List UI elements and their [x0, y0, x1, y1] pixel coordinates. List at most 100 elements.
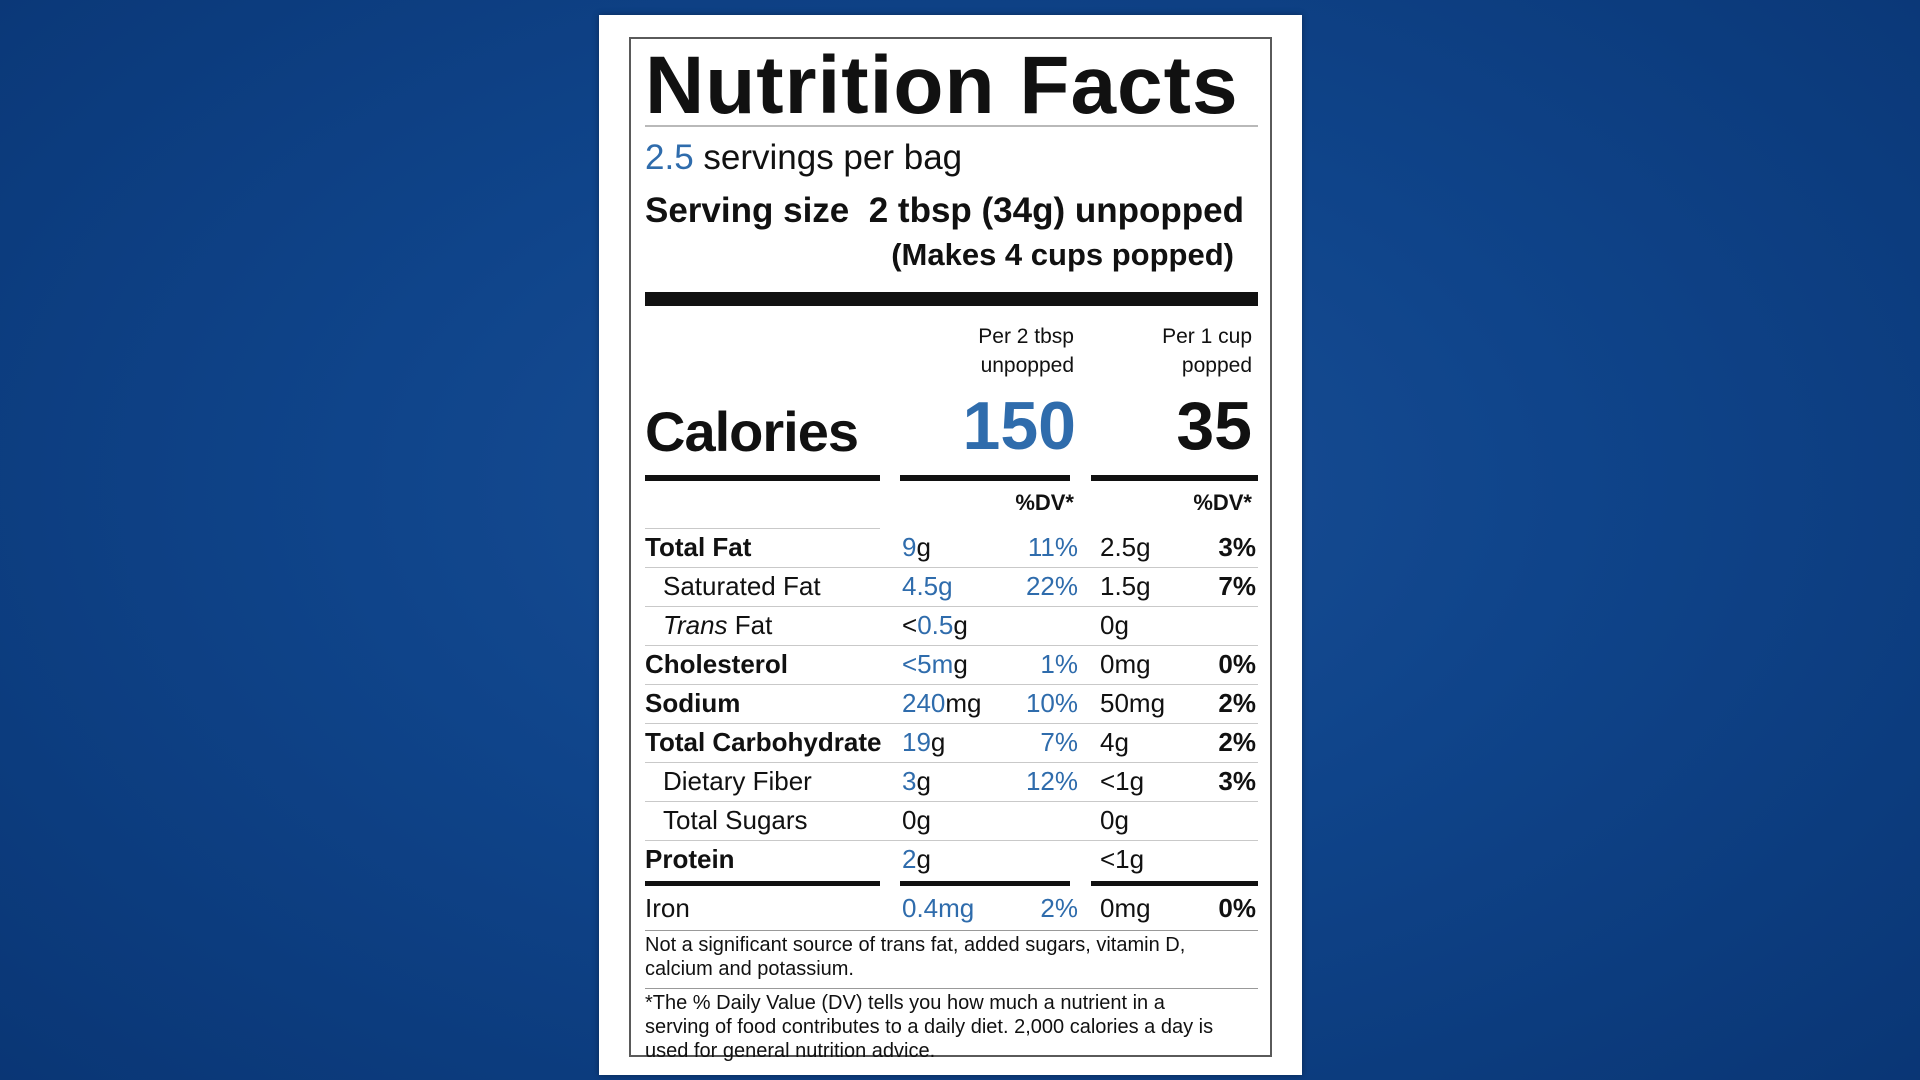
not-significant-note: Not a significant source of trans fat, a… [645, 934, 1186, 980]
amount-unit: 0g [902, 805, 931, 835]
footnote-divider [645, 930, 1258, 931]
table-row: Total Carbohydrate 19g 7% 4g 2% [631, 723, 1274, 762]
dv-heading-unpopped: %DV* [1015, 490, 1074, 515]
iron-amount-popped: 0mg [1100, 893, 1151, 923]
amount-unit: g [916, 532, 931, 562]
table-row: Cholesterol <5mg 1% 0mg 0% [631, 645, 1274, 684]
row-divider [645, 684, 1258, 685]
amount-popped: 0g [1100, 805, 1129, 835]
serving-size-label: Serving size [645, 191, 850, 230]
iron-row: Iron 0.4mg 2% 0mg 0% [631, 889, 1274, 928]
row-divider [645, 645, 1258, 646]
dv-unpopped: 1% [1040, 649, 1078, 679]
serving-size: Serving size 2 tbsp (34g) unpopped [645, 191, 1244, 231]
amount-popped: 4g [1100, 727, 1129, 757]
row-divider [645, 801, 1258, 802]
dv-popped: 2% [1218, 727, 1256, 757]
amount-number: 19 [902, 727, 931, 757]
amount-unpopped: 19g [902, 723, 945, 762]
dv-unpopped: 11% [1027, 532, 1078, 562]
row-divider [645, 840, 1258, 841]
nutrient-name: Trans Fat [663, 606, 772, 645]
title-divider [645, 125, 1258, 127]
dv-popped: 3% [1218, 766, 1256, 796]
label-title: Nutrition Facts [645, 40, 1239, 131]
dv-unpopped: 7% [1040, 727, 1078, 757]
iron-dv-popped: 0% [1218, 893, 1256, 923]
servings-count: 2.5 [645, 138, 694, 177]
dv-popped: 2% [1218, 688, 1256, 718]
row-divider [645, 723, 1258, 724]
column-heading-unpopped-line2: unpopped [980, 354, 1074, 377]
table-row: Total Fat 9g 11% 2.5g 3% [631, 528, 1274, 567]
makes-popped-note: (Makes 4 cups popped) [891, 237, 1234, 272]
column-heading-popped-line2: popped [1181, 354, 1252, 377]
trans-italic: Trans [663, 610, 728, 640]
amount-unit: g [953, 649, 968, 679]
amount-unpopped: <0.5g [902, 606, 968, 645]
iron-dv-unpopped: 2% [1040, 893, 1078, 923]
amount-unpopped: 240mg [902, 684, 982, 723]
amount-unpopped: 3g [902, 762, 931, 801]
dv-popped: 7% [1218, 571, 1256, 601]
calories-label: Calories [645, 400, 859, 463]
amount-number: 2 [902, 844, 917, 874]
iron-amount-unpopped: 0.4mg [902, 893, 975, 923]
nutrient-name: Total Fat [645, 532, 752, 562]
table-row: Protein 2g <1g [631, 840, 1274, 879]
servings-text: servings per bag [693, 138, 963, 177]
nutrient-name: Protein [645, 844, 735, 874]
dv-unpopped: 12% [1025, 766, 1078, 796]
nutrient-name: Saturated Fat [663, 571, 821, 601]
amount-unpopped: <5mg [902, 645, 968, 684]
row-divider [645, 606, 1258, 607]
dv-unpopped: 10% [1025, 688, 1078, 718]
amount-unpopped: 9g [902, 528, 931, 567]
iron-rule-unpopped [900, 881, 1070, 886]
amount-unit: mg [945, 688, 982, 718]
amount-number: <5m [902, 649, 954, 679]
thick-divider [645, 292, 1258, 306]
row-divider [645, 762, 1258, 763]
daily-value-note: *The % Daily Value (DV) tells you how mu… [645, 992, 1214, 1062]
nutrient-name: Total Carbohydrate [645, 727, 882, 757]
nutrient-name: Cholesterol [645, 649, 789, 679]
amount-number: 0.5 [917, 610, 954, 640]
column-heading-unpopped: Per 2 tbsp unpopped [914, 322, 1074, 380]
calories-rule-popped [1091, 475, 1258, 481]
calories-unpopped-value: 150 [962, 388, 1076, 464]
nutrient-name-iron: Iron [645, 893, 690, 923]
amount-unit: g [916, 844, 931, 874]
amount-popped: <1g [1100, 766, 1145, 796]
column-heading-popped-line1: Per 1 cup [1162, 325, 1252, 348]
amount-popped: 50mg [1100, 688, 1166, 718]
table-row: Dietary Fiber 3g 12% <1g 3% [631, 762, 1274, 801]
amount-unit: g [930, 727, 946, 757]
amount-unit: g [953, 610, 968, 640]
amount-popped: 2.5g [1100, 532, 1151, 562]
amount-number: 3 [902, 766, 917, 796]
nutrition-label-card: Nutrition Facts 2.5 servings per bag Ser… [599, 15, 1302, 1075]
dv-popped: 0% [1218, 649, 1256, 679]
amount-unit: g [916, 766, 931, 796]
servings-per-container: 2.5 servings per bag [645, 138, 963, 178]
nutrient-name: Total Sugars [663, 805, 808, 835]
serving-size-value: 2 tbsp (34g) unpopped [868, 191, 1244, 230]
row-divider [645, 528, 880, 529]
amount-unpopped: 4.5g [902, 567, 953, 606]
column-heading-popped: Per 1 cup popped [1092, 322, 1252, 380]
row-divider [645, 567, 1258, 568]
table-row: Trans Fat <0.5g 0g [631, 606, 1274, 645]
iron-rule-popped [1091, 881, 1258, 886]
table-row: Saturated Fat 4.5g 22% 1.5g 7% [631, 567, 1274, 606]
nutrition-facts-panel: Nutrition Facts 2.5 servings per bag Ser… [629, 37, 1274, 1062]
footnote-divider-2 [645, 988, 1258, 989]
amount-popped: 0mg [1100, 649, 1151, 679]
amount-prefix: < [902, 610, 918, 640]
amount-number: 240 [902, 688, 946, 718]
calories-rule-name [645, 475, 880, 481]
amount-popped: 1.5g [1100, 571, 1151, 601]
amount-number: 9 [902, 532, 917, 562]
dv-heading-popped: %DV* [1193, 490, 1252, 515]
amount-unpopped: 2g [902, 840, 931, 879]
